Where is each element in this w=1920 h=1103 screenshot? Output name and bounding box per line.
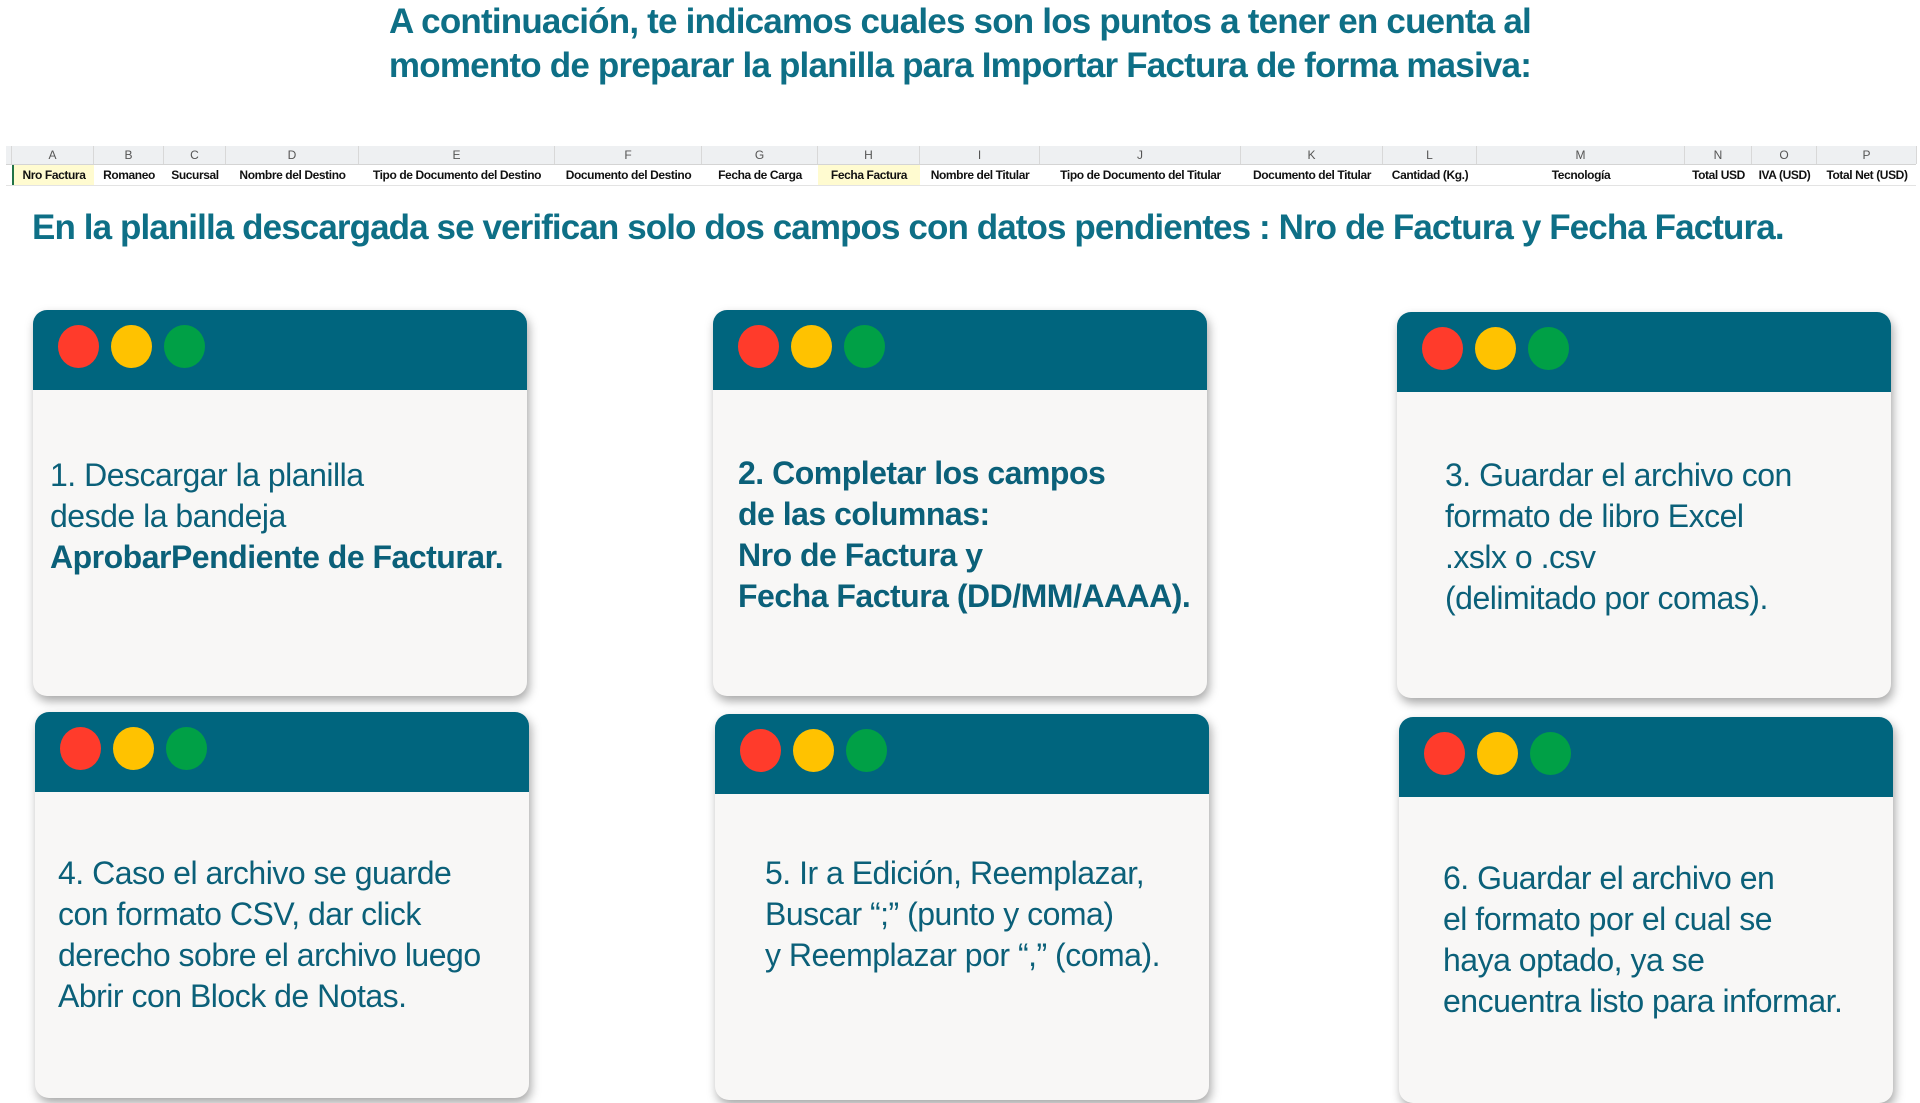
maximize-dot-icon <box>1530 732 1571 775</box>
step-text: 2. Completar los campos de las columnas: N… <box>738 453 1191 617</box>
step-card-3: 3. Guardar el archivo con formato de libr… <box>1397 312 1891 698</box>
step-line: desde la bandeja <box>50 498 286 534</box>
minimize-dot-icon <box>1475 327 1516 370</box>
step-text: 3. Guardar el archivo con formato de libr… <box>1445 455 1792 619</box>
column-header: Nombre del Titular <box>930 168 1030 182</box>
step-line: 6. Guardar el archivo en <box>1443 860 1775 896</box>
step-line: formato de libro Excel <box>1445 498 1744 534</box>
close-dot-icon <box>60 727 101 770</box>
step-line: con formato CSV, dar click <box>58 896 421 932</box>
minimize-dot-icon <box>791 325 832 368</box>
step-line: haya optado, ya se <box>1443 942 1705 978</box>
column-letter: P <box>1817 146 1917 164</box>
step-card-6: 6. Guardar el archivo en el formato por e… <box>1399 717 1893 1103</box>
column-letter: K <box>1241 146 1383 164</box>
subtitle: En la planilla descargada se verifican s… <box>32 208 1785 247</box>
column-header: Documento del Destino <box>565 168 692 182</box>
step-line: 2. Completar los campos <box>738 455 1106 491</box>
close-dot-icon <box>738 325 779 368</box>
column-letter: E <box>359 146 555 164</box>
step-card-4: 4. Caso el archivo se guarde con formato … <box>35 712 529 1098</box>
close-dot-icon <box>1424 732 1465 775</box>
step-line: 1. Descargar la planilla <box>50 457 364 493</box>
window-title-bar <box>713 310 1207 390</box>
column-header: Fecha de Carga <box>718 168 802 182</box>
column-header: Nro Factura <box>12 165 94 185</box>
column-letter: H <box>818 146 920 164</box>
column-header: Total Net (USD) <box>1826 168 1908 182</box>
step-card-2: 2. Completar los campos de las columnas: N… <box>713 310 1207 696</box>
column-header: Sucursal <box>171 168 219 182</box>
column-header: Documento del Titular <box>1252 168 1372 182</box>
step-card-5: 5. Ir a Edición, Reemplazar, Buscar “;” (… <box>715 714 1209 1100</box>
minimize-dot-icon <box>1477 732 1518 775</box>
step-line: Fecha Factura (DD/MM/AAAA). <box>738 578 1191 614</box>
minimize-dot-icon <box>113 727 154 770</box>
step-text: 6. Guardar el archivo en el formato por e… <box>1443 858 1843 1022</box>
page-title: A continuación, te indicamos cuales son … <box>388 2 1532 85</box>
column-letter: A <box>12 146 94 164</box>
column-header: Fecha Factura <box>818 165 920 185</box>
step-line: AprobarPendiente de Facturar. <box>50 539 504 575</box>
maximize-dot-icon <box>846 729 887 772</box>
maximize-dot-icon <box>164 325 205 368</box>
maximize-dot-icon <box>1528 327 1569 370</box>
column-header: Cantidad (Kg.) <box>1391 168 1469 182</box>
step-line: el formato por el cual se <box>1443 901 1773 937</box>
column-header: Total USD <box>1692 168 1745 182</box>
column-header: Tecnología <box>1551 168 1611 182</box>
step-line: de las columnas: <box>738 496 990 532</box>
column-letter: B <box>94 146 164 164</box>
column-letter: C <box>164 146 226 164</box>
window-title-bar <box>33 310 527 390</box>
close-dot-icon <box>58 325 99 368</box>
step-text: 1. Descargar la planilla desde la bandeja… <box>50 455 504 578</box>
window-title-bar <box>1399 717 1893 797</box>
column-header: Tipo de Documento del Destino <box>372 168 542 182</box>
column-letter: L <box>1383 146 1477 164</box>
column-headers-row: Nro Factura Romaneo Sucursal Nombre del Des… <box>6 165 1916 186</box>
window-title-bar <box>715 714 1209 794</box>
column-letter: M <box>1477 146 1685 164</box>
column-header: Nombre del Destino <box>239 168 346 182</box>
step-line: Buscar “;” (punto y coma) <box>765 896 1114 932</box>
step-line: 5. Ir a Edición, Reemplazar, <box>765 855 1145 891</box>
step-line: derecho sobre el archivo luego <box>58 937 481 973</box>
column-letter: N <box>1685 146 1752 164</box>
column-letter: F <box>555 146 702 164</box>
minimize-dot-icon <box>793 729 834 772</box>
step-card-1: 1. Descargar la planilla desde la bandeja… <box>33 310 527 696</box>
maximize-dot-icon <box>166 727 207 770</box>
column-letter: D <box>226 146 359 164</box>
step-line: encuentra listo para informar. <box>1443 983 1843 1019</box>
column-header: IVA (USD) <box>1758 168 1811 182</box>
step-text: 4. Caso el archivo se guarde con formato … <box>58 853 481 1017</box>
maximize-dot-icon <box>844 325 885 368</box>
window-title-bar <box>35 712 529 792</box>
step-line: Abrir con Block de Notas. <box>58 978 407 1014</box>
column-letter: G <box>702 146 818 164</box>
step-line: .xslx o .csv <box>1445 539 1596 575</box>
step-text: 5. Ir a Edición, Reemplazar, Buscar “;” (… <box>765 853 1160 976</box>
column-header: Tipo de Documento del Titular <box>1060 168 1221 182</box>
step-line: 4. Caso el archivo se guarde <box>58 855 452 891</box>
column-header: Romaneo <box>103 168 155 182</box>
step-line: (delimitado por comas). <box>1445 580 1768 616</box>
column-letter: J <box>1040 146 1241 164</box>
step-line: y Reemplazar por “,” (coma). <box>765 937 1160 973</box>
close-dot-icon <box>740 729 781 772</box>
close-dot-icon <box>1422 327 1463 370</box>
window-title-bar <box>1397 312 1891 392</box>
minimize-dot-icon <box>111 325 152 368</box>
step-line: 3. Guardar el archivo con <box>1445 457 1792 493</box>
step-line: Nro de Factura y <box>738 537 983 573</box>
column-letter: I <box>920 146 1040 164</box>
column-letter: O <box>1752 146 1817 164</box>
